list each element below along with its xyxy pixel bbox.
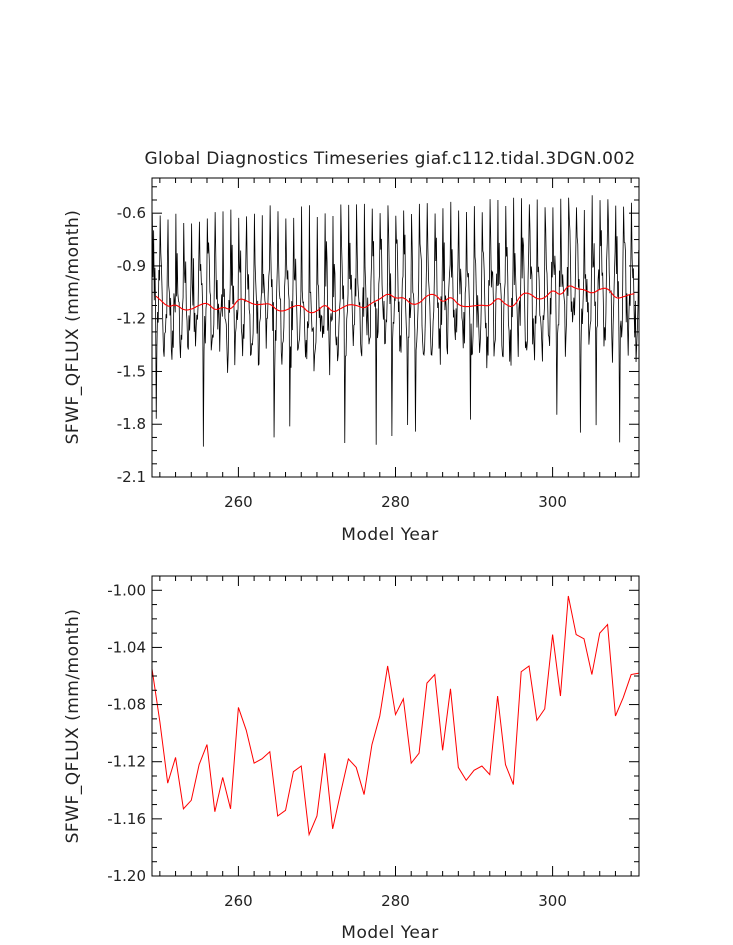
bottom-series-group [152,595,639,837]
y-tick-label: -0.6 [117,204,146,222]
y-tick-label: -1.12 [107,753,146,771]
annual-series-line [152,595,639,837]
bottom-y-axis-title: SFWF_QFLUX (mm/month) [63,609,83,844]
x-tick-label: 260 [224,892,253,910]
top-x-axis-title: Model Year [341,525,438,545]
chart-top: 260 280 300 -0.6 -0.9 -1.2 -1.5 -1.8 -2.1 SFWF_Q… [63,177,640,545]
y-tick-label: -1.2 [117,310,146,328]
bottom-x-axis-title: Model Year [341,923,438,943]
figure-title: Global Diagnostics Timeseries giaf.c112.… [145,149,636,169]
y-tick-label: -1.5 [117,362,146,380]
y-tick-label: -1.00 [107,581,146,599]
top-ticks: 260 280 300 -0.6 -0.9 -1.2 -1.5 -1.8 -2.1 [117,178,639,511]
y-tick-label: -0.9 [117,257,146,275]
y-tick-label: -1.08 [107,696,146,714]
x-tick-label: 300 [538,892,567,910]
x-tick-label: 260 [224,493,253,511]
y-tick-label: -1.20 [107,867,146,885]
y-tick-label: -1.16 [107,810,146,828]
bottom-ticks: 260 280 300 -1.00 -1.04 -1.08 -1.12 -1.16 -1.20 [107,575,639,910]
top-series-group [152,195,639,447]
annual-mean-series-line [155,285,635,314]
top-y-axis-title: SFWF_QFLUX (mm/month) [63,210,83,445]
x-tick-label: 280 [381,493,410,511]
chart-bottom: 260 280 300-1.00-1.04-1.08-1.12-1.16-1.20 … [63,575,640,943]
y-tick-label: -2.1 [117,468,146,486]
monthly-series-line [152,195,639,447]
x-tick-label: 280 [381,892,410,910]
y-tick-label: -1.04 [107,638,146,656]
x-tick-label: 300 [538,493,567,511]
y-tick-label: -1.8 [117,415,146,433]
